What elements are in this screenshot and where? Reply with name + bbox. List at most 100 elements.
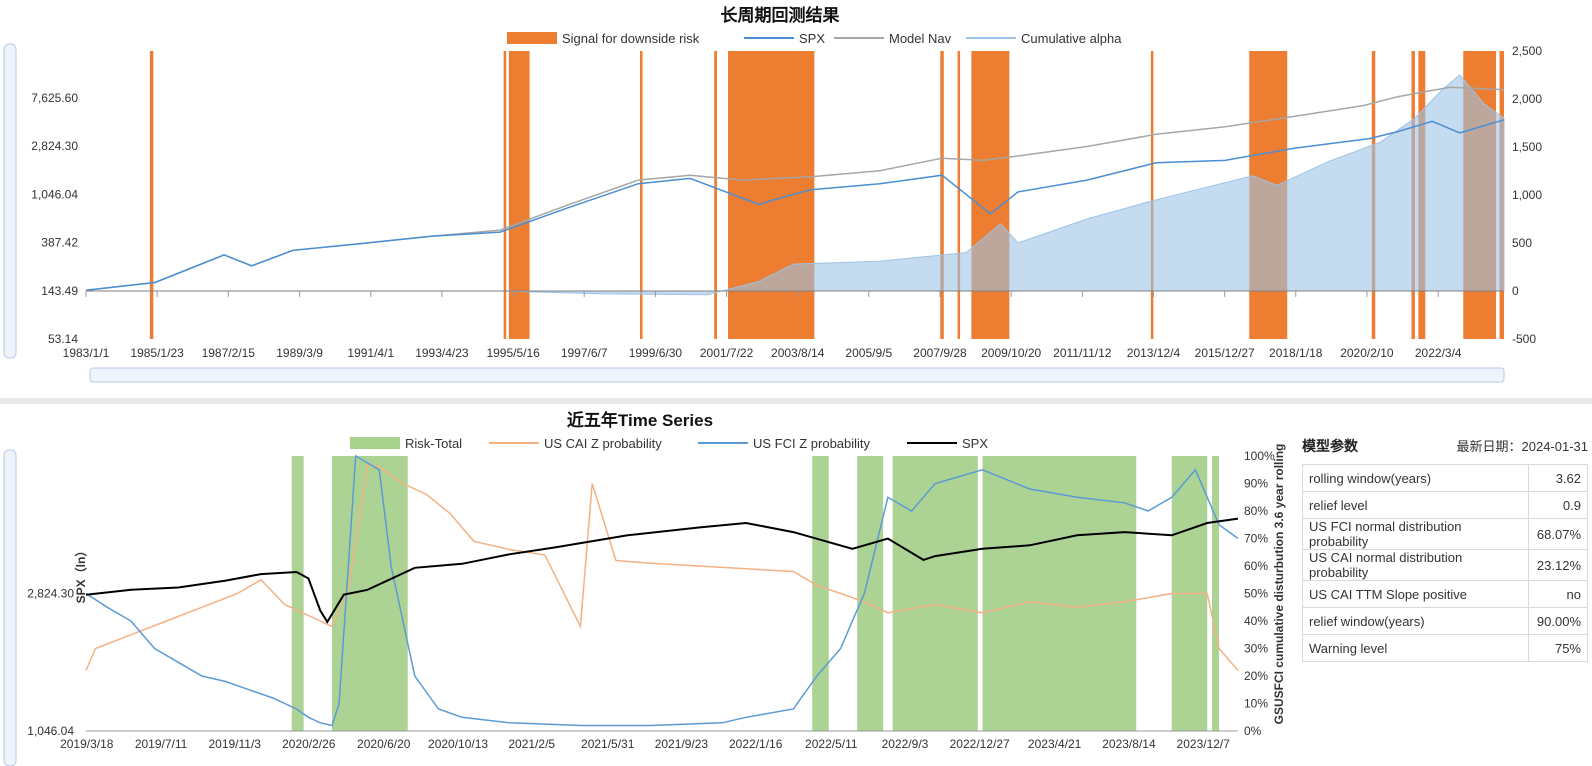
signal-period-bar (940, 51, 944, 339)
y-right-tick-label: 2,000 (1512, 92, 1542, 106)
signal-period-bar (149, 51, 154, 339)
x-tick-label: 2013/12/4 (1127, 346, 1181, 360)
x-tick-label: 2005/9/5 (845, 346, 892, 360)
param-label: relief level (1302, 491, 1529, 519)
legend-swatch-risk-total (350, 437, 400, 449)
param-value: no (1528, 580, 1588, 608)
legend-label-us-fci-z-probability: US FCI Z probability (753, 436, 871, 451)
params-header: 模型参数 最新日期：2024-01-31 (1302, 436, 1588, 460)
signal-period-bar (508, 51, 530, 339)
x-tick-label: 2023/4/21 (1028, 737, 1082, 751)
bottom-y-left-axis: 2,824.30 1,046.04 (27, 587, 74, 738)
param-label: rolling window(years) (1302, 464, 1529, 492)
signal-period-bar (728, 51, 815, 339)
y-left-tick-label: 143.49 (41, 284, 78, 298)
legend-label-risk-total: Risk-Total (405, 436, 462, 451)
param-label: US CAI normal distribution probability (1302, 549, 1529, 581)
param-value: 90.00% (1528, 607, 1588, 635)
latest-date-value: 2024-01-31 (1521, 439, 1589, 454)
bottom-chart-title: 近五年Time Series (567, 410, 713, 430)
risk-total-period-bar (812, 456, 829, 731)
y-right-tick-label: 70% (1244, 532, 1268, 546)
legend-swatch-signal-for-downside-risk (507, 32, 557, 44)
x-tick-label: 1993/4/23 (415, 346, 469, 360)
signal-period-bar (957, 51, 961, 339)
y-right-tick-label: -500 (1512, 332, 1536, 346)
x-tick-label: 2022/3/4 (1415, 346, 1462, 360)
y-right-tick-label: 0% (1244, 724, 1262, 738)
top-series-lines (85, 86, 1505, 292)
legend-label-spx: SPX (799, 31, 825, 46)
x-tick-label: 2021/2/5 (508, 737, 555, 751)
bottom-y-right-axis: 100% 90% 80% 70% 60% 50% 40% 30% 20% 10% 0% (1244, 449, 1275, 738)
x-tick-label: 2007/9/28 (913, 346, 967, 360)
series-line-spx (85, 119, 1505, 292)
y-right-tick-label: 0 (1512, 284, 1519, 298)
bottom-y-right-axis-label: GSUSFCI cumulative disturbution 3.6 year… (1272, 444, 1286, 725)
x-tick-label: 2009/10/20 (981, 346, 1041, 360)
x-tick-label: 1989/3/9 (276, 346, 323, 360)
y-right-tick-label: 60% (1244, 559, 1268, 573)
five-year-time-series-chart: 近五年Time Series Risk-Total US CAI Z probab… (3, 410, 1286, 766)
risk-total-period-bar (892, 456, 978, 731)
long-term-backtest-chart: 长周期回测结果 Signal for downside risk SPX Model… (3, 5, 1542, 383)
param-value: 68.07% (1528, 518, 1588, 550)
signal-period-bar (714, 51, 717, 339)
x-tick-label: 2020/2/26 (282, 737, 336, 751)
y-left-tick-label: 1,046.04 (31, 187, 78, 201)
top-y-right-axis: 2,500 2,000 1,500 1,000 500 0 -500 (1512, 44, 1542, 346)
x-tick-label: 2023/12/7 (1177, 737, 1231, 751)
x-tick-label: 2003/8/14 (771, 346, 825, 360)
x-tick-label: 2001/7/22 (700, 346, 754, 360)
param-value: 0.9 (1528, 491, 1588, 519)
y-right-tick-label: 40% (1244, 614, 1268, 628)
y-left-tick-label: 2,824.30 (31, 139, 78, 153)
series-line-spx (85, 517, 1239, 624)
x-tick-label: 2022/9/3 (882, 737, 929, 751)
param-value: 3.62 (1528, 464, 1588, 492)
table-row: US CAI normal distribution probability 23… (1302, 549, 1588, 581)
x-tick-label: 2023/8/14 (1102, 737, 1156, 751)
top-chart-title: 长周期回测结果 (721, 5, 840, 25)
param-label: US CAI TTM Slope positive (1302, 580, 1529, 608)
table-row: rolling window(years) 3.62 (1302, 464, 1588, 492)
top-y-left-axis: 7,625.60 2,824.30 1,046.04 387.42 143.49 53.1… (31, 91, 78, 346)
bottom-chart-legend[interactable]: Risk-Total US CAI Z probability US FCI Z p… (350, 436, 988, 451)
y-left-tick-label: 53.14 (48, 332, 78, 346)
x-tick-label: 2015/12/27 (1195, 346, 1255, 360)
x-tick-label: 2019/11/3 (208, 737, 261, 751)
x-tick-label: 2021/9/23 (655, 737, 709, 751)
top-vertical-zoom-slider[interactable] (3, 43, 17, 359)
x-tick-label: 2022/5/11 (805, 737, 858, 751)
y-right-tick-label: 10% (1244, 697, 1268, 711)
top-x-axis: 1983/1/1 1985/1/23 1987/2/15 1989/3/9 1991/4… (63, 291, 1462, 360)
y-right-tick-label: 1,500 (1512, 140, 1542, 154)
top-chart-legend[interactable]: Signal for downside risk SPX Model Nav Cumu… (507, 31, 1122, 46)
y-right-tick-label: 20% (1244, 669, 1268, 683)
x-tick-label: 1999/6/30 (629, 346, 683, 360)
latest-date-label: 最新日期： (1456, 439, 1522, 454)
x-tick-label: 1997/6/7 (561, 346, 608, 360)
y-right-tick-label: 100% (1244, 449, 1275, 463)
x-tick-label: 2022/1/16 (729, 737, 783, 751)
legend-label-us-cai-z-probability: US CAI Z probability (544, 436, 662, 451)
y-right-tick-label: 80% (1244, 504, 1268, 518)
y-left-tick-label: 2,824.30 (27, 587, 74, 601)
signal-period-bar (503, 51, 507, 339)
bottom-series-lines (85, 454, 1239, 727)
x-tick-label: 2022/12/27 (950, 737, 1010, 751)
x-tick-label: 1983/1/1 (63, 346, 110, 360)
x-tick-label: 2020/6/20 (357, 737, 411, 751)
legend-label-model-nav: Model Nav (889, 31, 952, 46)
params-title: 模型参数 (1302, 438, 1358, 454)
x-tick-label: 2021/5/31 (581, 737, 635, 751)
bottom-vertical-zoom-slider[interactable] (3, 449, 17, 766)
table-row: relief window(years) 90.00% (1302, 607, 1588, 635)
param-label: relief window(years) (1302, 607, 1529, 635)
cumulative-alpha-area (86, 74, 1505, 296)
signal-period-bar (640, 51, 643, 339)
top-horizontal-zoom-slider[interactable] (89, 367, 1505, 383)
param-value: 75% (1528, 634, 1588, 662)
y-right-tick-label: 90% (1244, 477, 1268, 491)
params-table: rolling window(years) 3.62 relief level 0.… (1302, 464, 1588, 662)
